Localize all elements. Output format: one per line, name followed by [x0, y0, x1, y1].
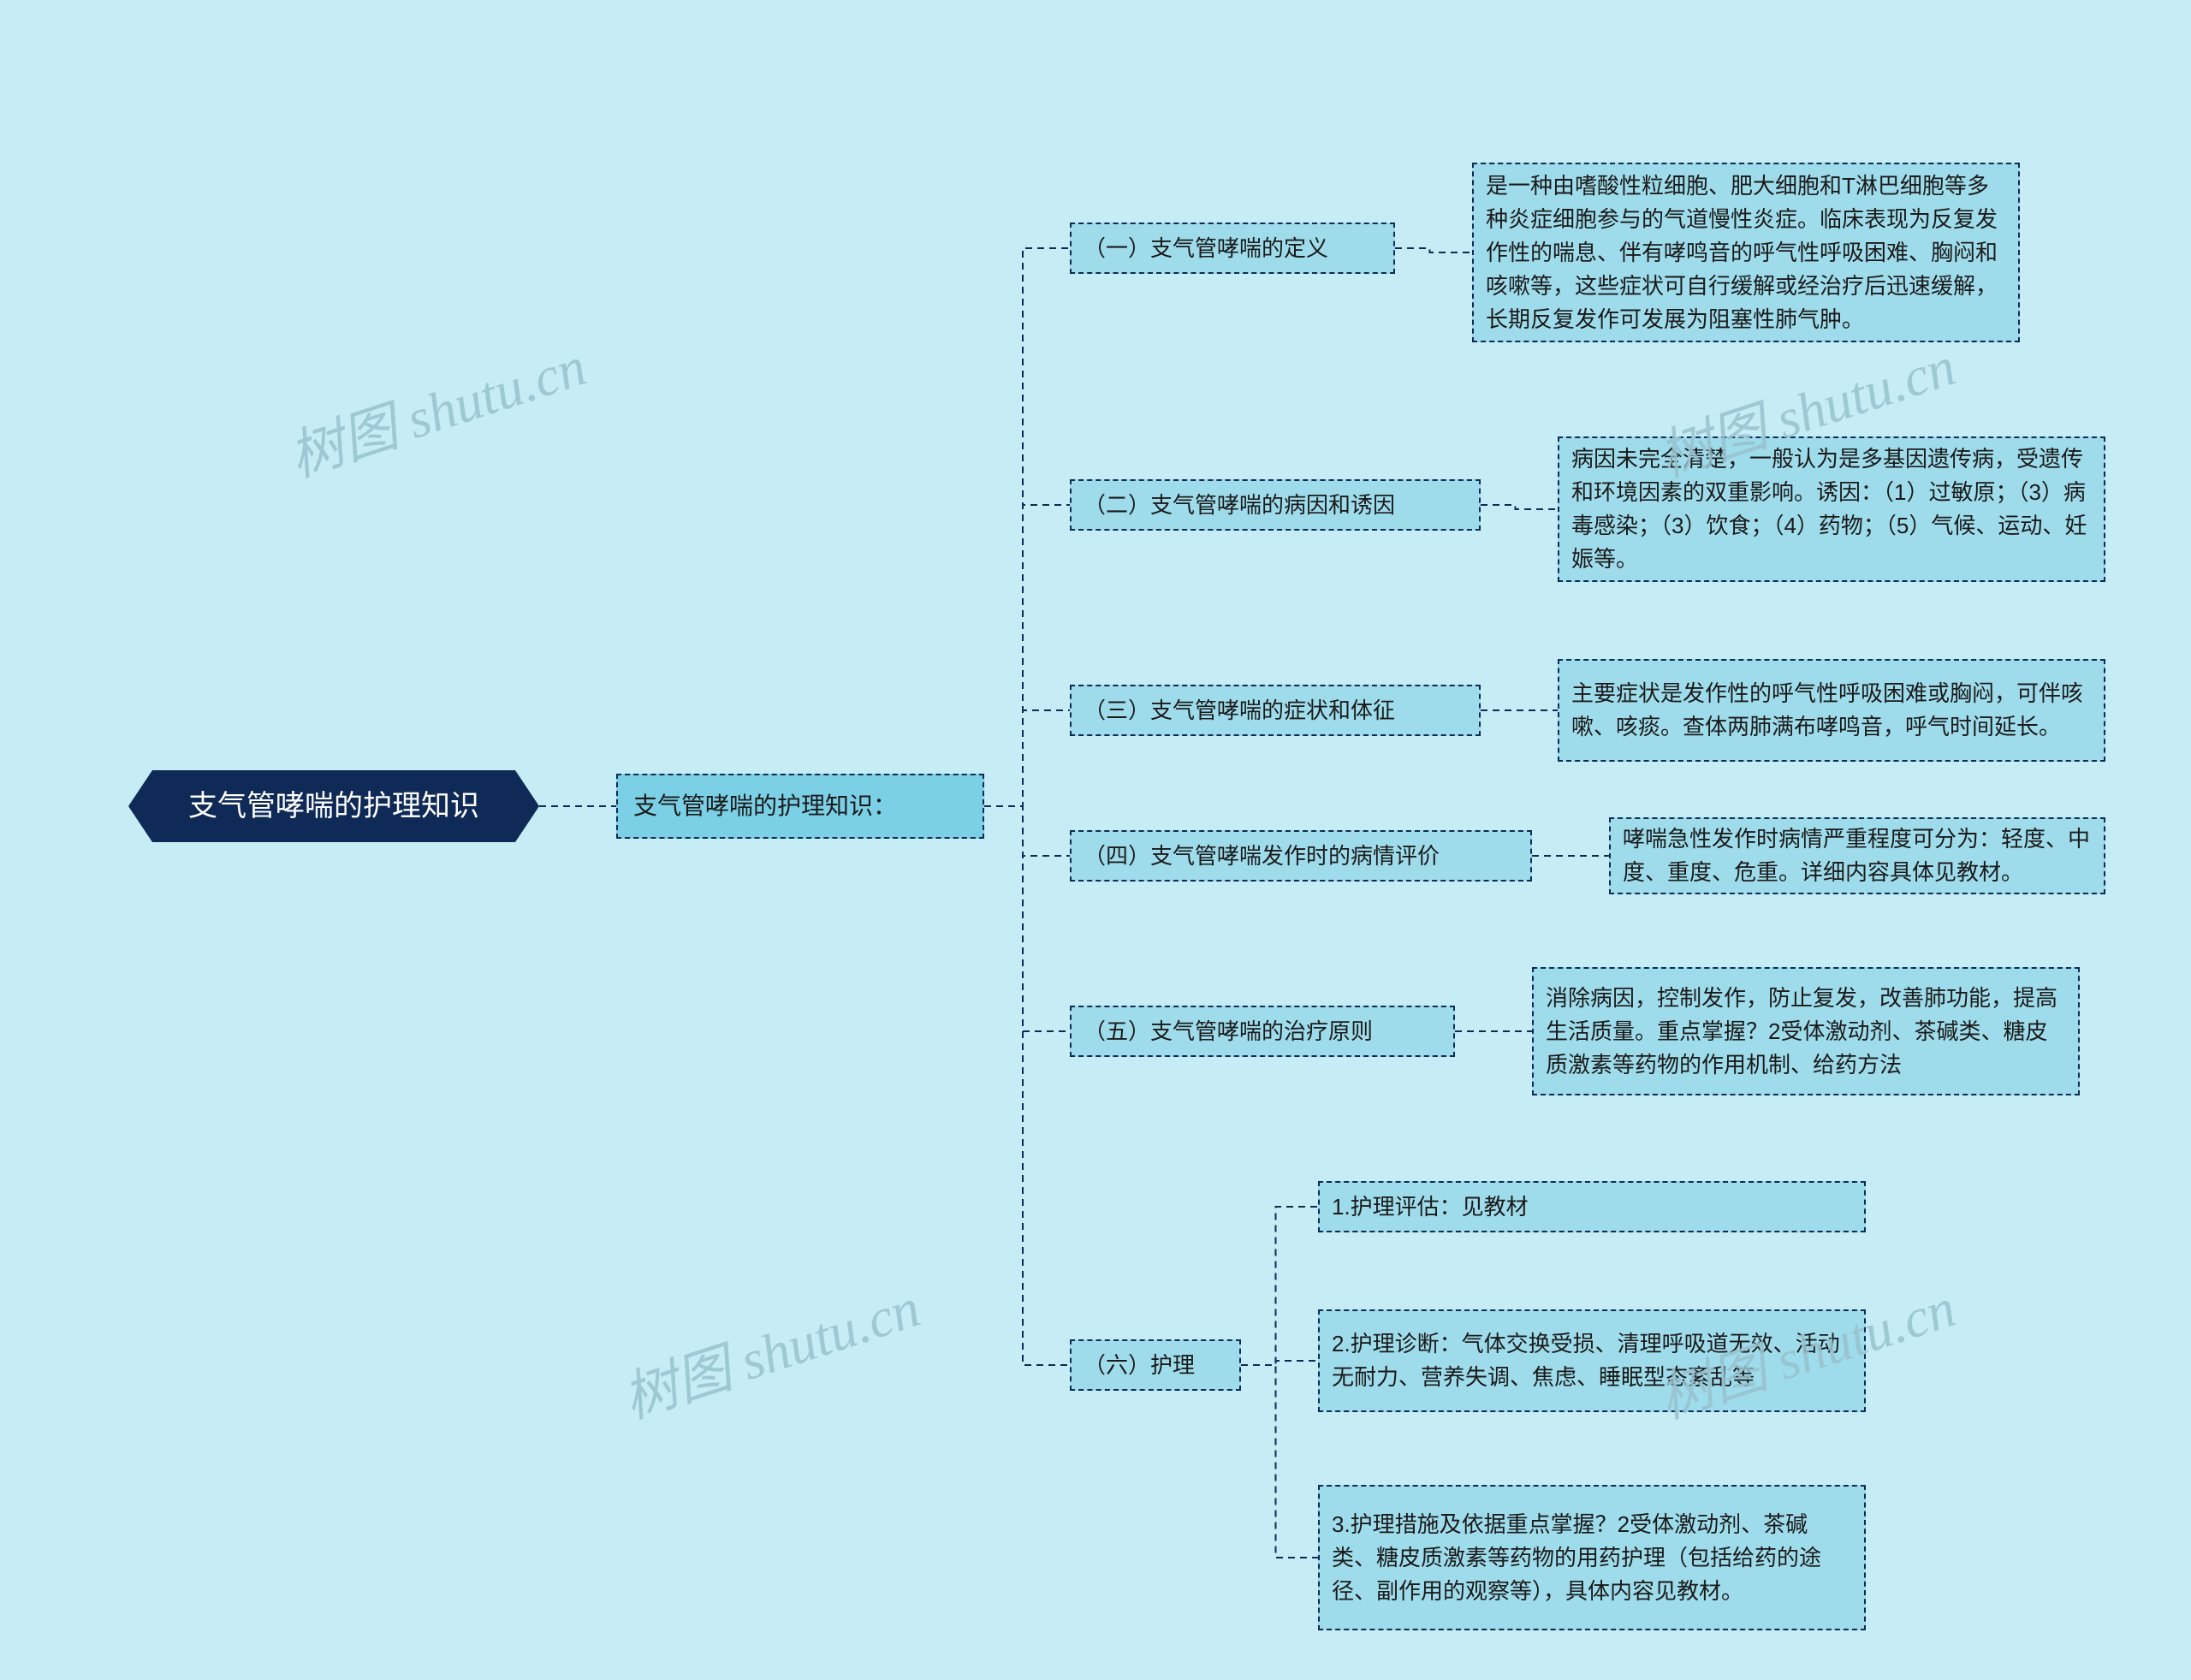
- section-6-child-2: 2.护理诊断：气体交换受损、清理呼吸道无效、活动无耐力、营养失调、焦虑、睡眠型态…: [1318, 1309, 1866, 1412]
- section-detail-1: 是一种由嗜酸性粒细胞、肥大细胞和T淋巴细胞等多种炎症细胞参与的气道慢性炎症。临床…: [1472, 163, 2020, 342]
- section-detail-4: 哮喘急性发作时病情严重程度可分为：轻度、中度、重度、危重。详细内容具体见教材。: [1609, 817, 2105, 894]
- section-label-2: （二）支气管哮喘的病因和诱因: [1070, 479, 1481, 531]
- level1-node: 支气管哮喘的护理知识：: [616, 774, 984, 839]
- mindmap-canvas: 支气管哮喘的护理知识 支气管哮喘的护理知识： （一）支气管哮喘的定义 是一种由嗜酸性粒…: [0, 0, 2191, 1680]
- section-6-child-1: 1.护理评估：见教材: [1318, 1181, 1866, 1232]
- section-label-5: （五）支气管哮喘的治疗原则: [1070, 1006, 1455, 1057]
- section-detail-2: 病因未完全清楚，一般认为是多基因遗传病，受遗传和环境因素的双重影响。诱因：（1）…: [1558, 436, 2105, 582]
- section-6-child-3: 3.护理措施及依据重点掌握？2受体激动剂、茶碱类、糖皮质激素等药物的用药护理（包…: [1318, 1485, 1866, 1630]
- section-label-6: （六）护理: [1070, 1339, 1241, 1391]
- section-label-1: （一）支气管哮喘的定义: [1070, 223, 1395, 274]
- section-detail-3: 主要症状是发作性的呼气性呼吸困难或胸闷，可伴咳嗽、咳痰。查体两肺满布哮鸣音，呼气…: [1558, 659, 2105, 762]
- watermark: 树图 shutu.cn: [278, 323, 595, 492]
- section-label-4: （四）支气管哮喘发作时的病情评价: [1070, 830, 1532, 882]
- section-detail-5: 消除病因，控制发作，防止复发，改善肺功能，提高生活质量。重点掌握？2受体激动剂、…: [1532, 967, 2080, 1095]
- root-node: 支气管哮喘的护理知识: [128, 770, 539, 842]
- section-label-3: （三）支气管哮喘的症状和体征: [1070, 685, 1481, 736]
- watermark: 树图 shutu.cn: [612, 1264, 929, 1434]
